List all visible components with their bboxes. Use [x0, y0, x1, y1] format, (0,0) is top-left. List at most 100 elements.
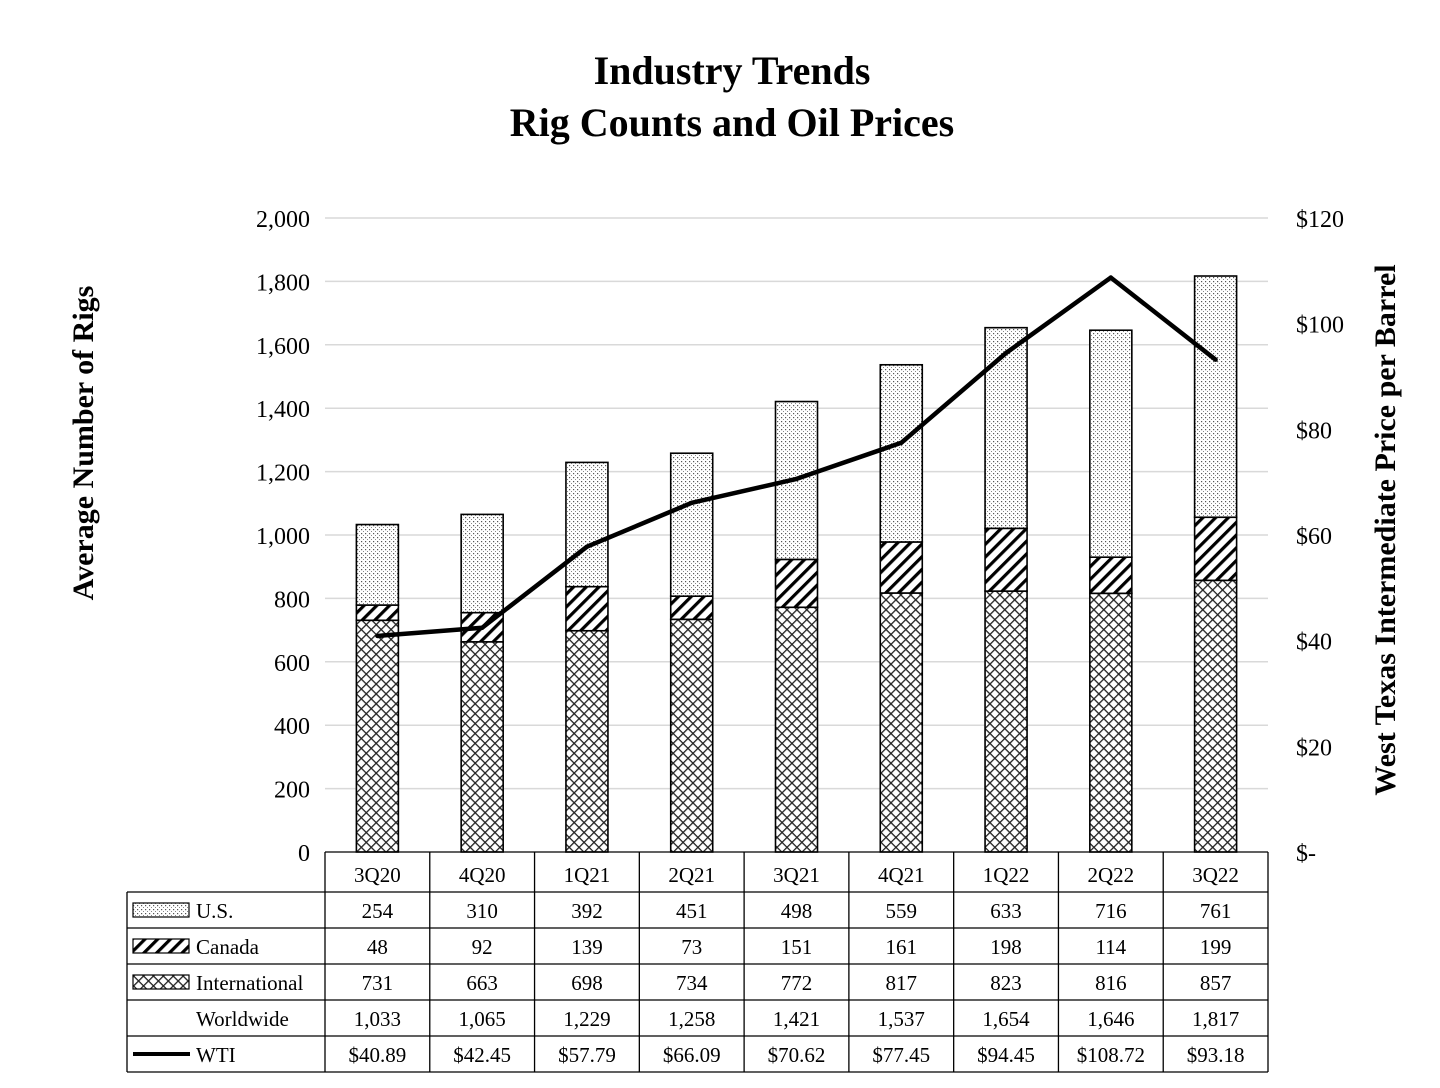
category-label: 4Q21 — [878, 863, 925, 887]
table-value: 48 — [367, 935, 388, 959]
bar-canada — [565, 585, 609, 632]
y-tick-label: 1,200 — [256, 461, 310, 487]
y-tick-label: 200 — [274, 778, 310, 804]
category-label: 3Q20 — [354, 863, 401, 887]
y-tick-label: 1,600 — [256, 334, 310, 360]
table-value: 139 — [571, 935, 603, 959]
y2-tick-label: $60 — [1296, 524, 1332, 550]
table-value: 559 — [886, 899, 918, 923]
row-label: Worldwide — [196, 1007, 289, 1031]
table-value: 1,817 — [1192, 1007, 1239, 1031]
table-value: $42.45 — [453, 1043, 511, 1067]
bar-u-s — [984, 326, 1028, 530]
category-label: 3Q22 — [1192, 863, 1239, 887]
y-axis-ticks: 0 200 400 600 800 1,000 1,200 1,400 1,600 1,800 2,… — [256, 207, 310, 867]
bar-international — [984, 590, 1028, 853]
table-value: $40.89 — [349, 1043, 407, 1067]
table-value: 823 — [990, 971, 1022, 995]
table-value: 698 — [571, 971, 603, 995]
table-value: 716 — [1095, 899, 1127, 923]
table-value: 1,646 — [1087, 1007, 1134, 1031]
table-value: 1,229 — [563, 1007, 610, 1031]
y-tick-label: 1,800 — [256, 270, 310, 296]
table-value: 663 — [466, 971, 498, 995]
table-value: 817 — [886, 971, 918, 995]
y2-tick-label: $20 — [1296, 735, 1332, 761]
table-value: 151 — [781, 935, 813, 959]
y-tick-label: 1,000 — [256, 524, 310, 550]
table-value: 1,421 — [773, 1007, 820, 1031]
bar-canada — [355, 604, 400, 622]
table-value: 114 — [1095, 935, 1126, 959]
bar-stacks — [355, 275, 1238, 853]
y2-tick-label: $100 — [1296, 313, 1344, 339]
y-tick-label: 800 — [274, 587, 310, 613]
category-label: 1Q21 — [564, 863, 611, 887]
bar-international — [1089, 592, 1133, 853]
bar-international — [565, 629, 609, 853]
bar-u-s — [460, 513, 504, 614]
wti-point — [479, 625, 485, 630]
bar-u-s — [565, 461, 609, 588]
category-label: 2Q22 — [1087, 863, 1134, 887]
table-value: 161 — [886, 935, 918, 959]
table-value: 1,065 — [459, 1007, 506, 1031]
y-axis-title: Average Number of Rigs — [67, 286, 100, 601]
table-value: 1,258 — [668, 1007, 715, 1031]
table-value: 1,537 — [878, 1007, 925, 1031]
y-tick-label: 600 — [274, 651, 310, 677]
category-label: 2Q21 — [668, 863, 715, 887]
category-label: 3Q21 — [773, 863, 820, 887]
table-value: 254 — [362, 899, 394, 923]
y-tick-label: 1,400 — [256, 397, 310, 423]
legend-key-dots — [132, 902, 190, 918]
bar-canada — [879, 541, 924, 594]
table-value: 451 — [676, 899, 708, 923]
row-label: U.S. — [196, 899, 233, 923]
legend-key-diagonal — [132, 938, 190, 954]
bar-international — [774, 606, 819, 853]
bar-u-s — [669, 452, 714, 597]
y2-tick-label: $- — [1296, 841, 1316, 867]
table-value: 310 — [466, 899, 498, 923]
table-value: $94.45 — [977, 1043, 1035, 1067]
y-tick-label: 2,000 — [256, 207, 310, 233]
y2-tick-label: $40 — [1296, 630, 1332, 656]
bar-international — [355, 619, 400, 853]
bar-canada — [984, 527, 1028, 592]
table-value: 734 — [676, 971, 708, 995]
wti-point — [1108, 275, 1114, 280]
bar-international — [669, 618, 714, 853]
table-value: 199 — [1200, 935, 1232, 959]
y-tick-label: 400 — [274, 714, 310, 740]
wti-line-layer — [375, 275, 1218, 639]
wti-point — [794, 476, 799, 482]
bar-canada — [1089, 556, 1133, 595]
wti-point — [375, 633, 380, 639]
bar-canada — [669, 595, 714, 621]
legend-key-crosshatch — [132, 974, 190, 990]
y2-axis-title: West Texas Intermediate Price per Barrel — [1369, 264, 1402, 795]
y2-tick-label: $120 — [1296, 207, 1344, 233]
table-value: 73 — [681, 935, 702, 959]
table-value: 816 — [1095, 971, 1127, 995]
bar-u-s — [355, 523, 400, 606]
table-value: 498 — [781, 899, 813, 923]
bar-international — [460, 641, 504, 853]
table-value: $66.09 — [663, 1043, 721, 1067]
wti-point — [584, 544, 590, 549]
table-value: 1,033 — [354, 1007, 401, 1031]
category-label: 1Q22 — [983, 863, 1030, 887]
bar-international — [1193, 579, 1238, 853]
data-table: 3Q20 4Q20 1Q21 2Q21 3Q21 4Q21 1Q22 2Q22 3Q22 U.S.… — [126, 851, 1269, 1073]
table-value: $108.72 — [1077, 1043, 1145, 1067]
table-value: 772 — [781, 971, 813, 995]
bar-u-s — [1193, 275, 1238, 519]
wti-point — [1003, 350, 1009, 356]
wti-point — [899, 440, 904, 446]
bar-canada — [1193, 516, 1238, 582]
row-label: WTI — [196, 1043, 236, 1067]
table-value: $77.45 — [872, 1043, 930, 1067]
y2-axis-ticks: $- $20 $40 $60 $80 $100 $120 — [1296, 207, 1344, 867]
